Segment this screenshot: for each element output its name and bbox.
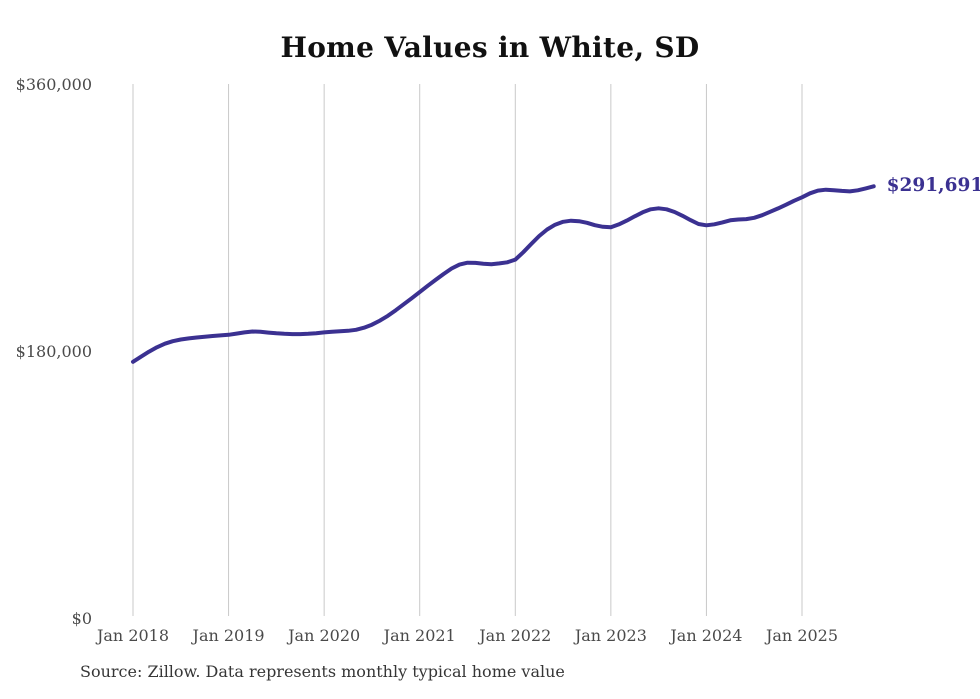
- x-tick-label: Jan 2022: [479, 626, 552, 645]
- chart-title: Home Values in White, SD: [280, 31, 700, 64]
- x-tick-label: Jan 2024: [670, 626, 743, 645]
- x-tick-label: Jan 2023: [574, 626, 647, 645]
- latest-value-label: $291,691: [886, 175, 980, 197]
- y-tick-label: $180,000: [15, 342, 92, 361]
- x-tick-label: Jan 2025: [765, 626, 839, 645]
- y-tick-label: $0: [71, 609, 92, 628]
- x-tick-label: Jan 2021: [383, 626, 456, 645]
- x-tick-label: Jan 2020: [288, 626, 361, 645]
- home-value-line: [131, 184, 876, 364]
- x-tick-label: Jan 2019: [192, 626, 265, 645]
- x-tick-label: Jan 2018: [96, 626, 170, 645]
- source-note: Source: Zillow. Data represents monthly …: [80, 662, 565, 681]
- y-tick-label: $360,000: [15, 75, 92, 94]
